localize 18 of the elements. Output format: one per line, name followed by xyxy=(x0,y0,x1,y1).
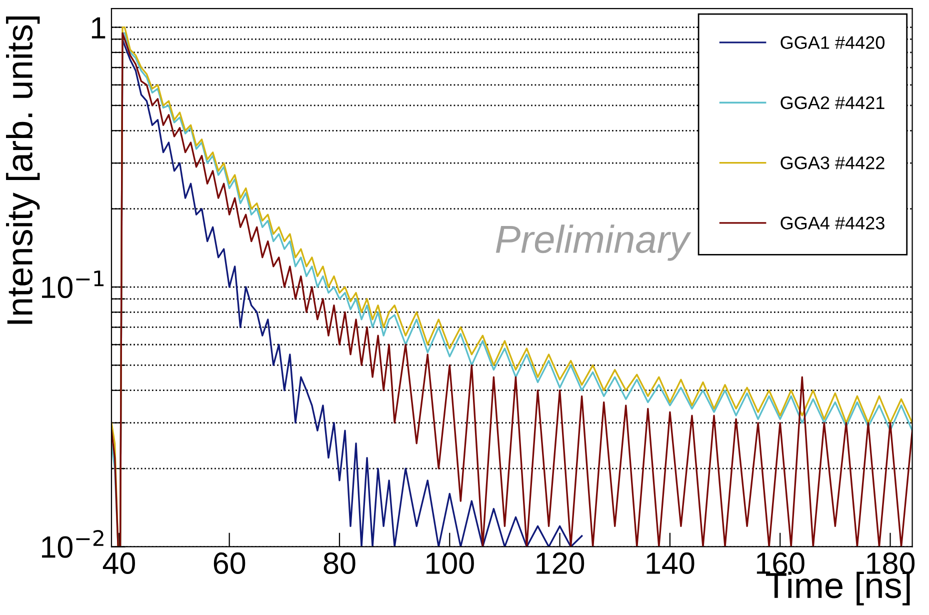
legend-label: GGA4 #4423 xyxy=(780,216,884,230)
y-tick-label: 10$^{−2}$ xyxy=(42,530,104,558)
x-tick-label: 100 xyxy=(426,552,474,574)
x-tick-label: 160 xyxy=(756,552,804,574)
x-tick-label: 120 xyxy=(536,552,584,574)
x-tick-label: 60 xyxy=(214,552,246,574)
legend-label: GGA1 #4420 xyxy=(780,36,884,49)
y-axis-title: Intensity [arb. units] xyxy=(6,16,40,324)
x-tick-label: 40 xyxy=(102,552,135,574)
y-tick-label: 10$^{−1}$ xyxy=(42,270,104,298)
x-axis-title: Time [ns] xyxy=(766,572,910,606)
annotation: Preliminary xyxy=(496,224,692,261)
legend-label: GGA2 #4421 xyxy=(780,96,884,110)
x-tick-label: 180 xyxy=(867,552,915,574)
legend-label: GGA3 #4422 xyxy=(780,156,884,170)
x-tick-label: 80 xyxy=(324,552,356,574)
y-tick-label: 1 xyxy=(92,17,106,38)
x-tick-label: 140 xyxy=(646,552,694,574)
